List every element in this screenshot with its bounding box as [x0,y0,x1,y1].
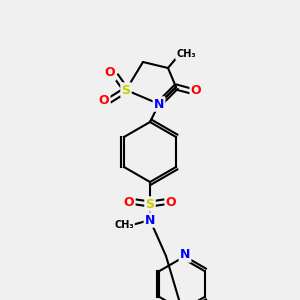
Text: O: O [105,67,115,80]
Text: O: O [191,85,201,98]
Text: N: N [154,98,164,110]
Text: S: S [146,197,154,211]
Text: N: N [145,214,155,226]
Text: O: O [124,196,134,208]
Text: O: O [99,94,109,106]
Text: CH₃: CH₃ [114,220,134,230]
Text: CH₃: CH₃ [176,49,196,59]
Text: N: N [180,248,190,262]
Text: S: S [122,83,130,97]
Text: O: O [166,196,176,208]
